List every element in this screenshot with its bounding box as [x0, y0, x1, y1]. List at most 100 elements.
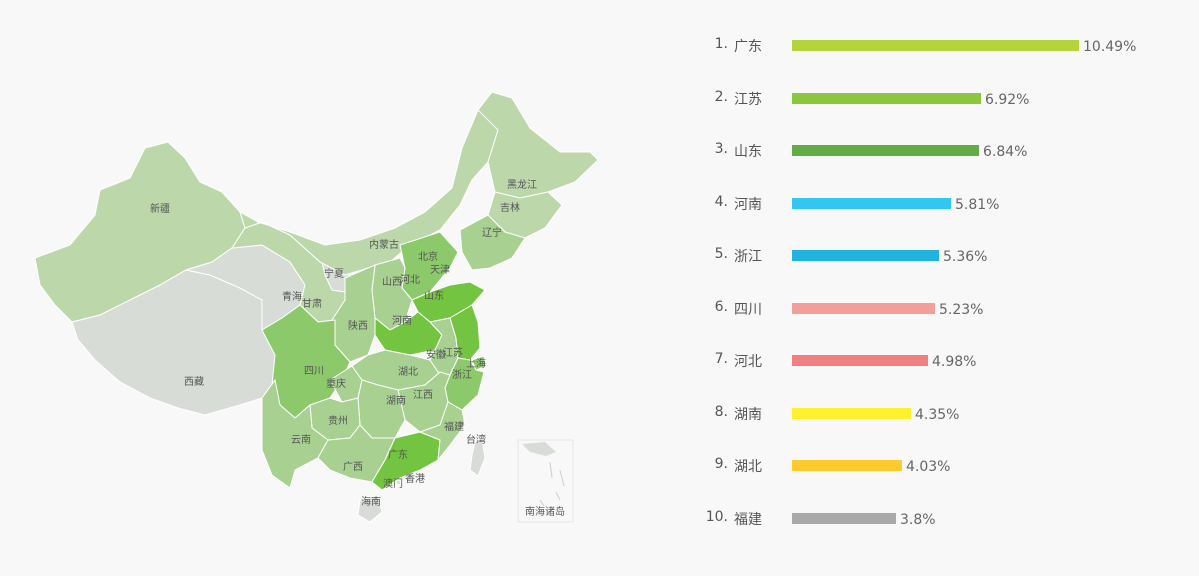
rank-number: 5. — [714, 246, 728, 262]
value-bar — [792, 512, 896, 524]
rank-number: 10. — [705, 508, 728, 525]
province-name: 河南 — [734, 196, 762, 213]
province-label: 四川 — [304, 366, 324, 377]
province-label: 黑龙江 — [507, 178, 537, 191]
province-辽宁[interactable] — [459, 214, 526, 271]
province-label: 安徽 — [426, 348, 446, 361]
rank-number: 7. — [714, 351, 728, 367]
province-label: 甘肃 — [302, 297, 322, 310]
rank-row: 9. 湖北 4.03% — [690, 453, 1190, 477]
province-台湾[interactable] — [469, 437, 486, 477]
inset-label: 南海诸岛 — [525, 505, 565, 518]
rank-row: 4. 河南 5.81% — [690, 191, 1190, 215]
province-label: 河南 — [392, 314, 412, 327]
value-label: 5.81% — [955, 196, 1000, 213]
province-澳门[interactable] — [395, 479, 402, 486]
rank-number: 3. — [714, 141, 728, 157]
rank-number: 8. — [714, 403, 728, 420]
province-label: 辽宁 — [482, 226, 502, 239]
province-label: 西藏 — [184, 376, 204, 388]
value-bar — [792, 145, 979, 156]
rank-row: 5. 浙江 5.36% — [690, 243, 1190, 267]
rank-row: 6. 四川 5.23% — [690, 296, 1190, 320]
province-label: 澳门 — [383, 477, 403, 490]
rank-number: 2. — [714, 88, 728, 105]
province-name: 湖南 — [734, 406, 762, 423]
value-label: 4.98% — [932, 354, 977, 370]
province-label: 宁夏 — [324, 267, 344, 280]
province-label: 海南 — [361, 495, 381, 508]
province-label: 湖南 — [386, 394, 406, 407]
province-label: 香港 — [405, 473, 425, 485]
value-bar — [792, 40, 1079, 51]
value-bar — [792, 302, 935, 314]
province-海南[interactable] — [357, 495, 383, 523]
value-label: 5.36% — [943, 249, 988, 265]
province-label: 上海 — [466, 357, 486, 370]
province-label: 台湾 — [466, 433, 486, 446]
province-ranking: 1. 广东 10.49% 2. 江苏 6.92% 3. 山东 6.84% 4. 河南 5.81% 5. 浙… — [690, 0, 1190, 576]
value-bar — [792, 92, 981, 104]
province-广东[interactable] — [371, 431, 441, 491]
value-label: 4.35% — [915, 406, 960, 423]
province-香港[interactable] — [404, 475, 413, 483]
province-name: 浙江 — [734, 249, 762, 265]
province-label: 重庆 — [326, 377, 346, 390]
province-label: 广西 — [343, 461, 363, 473]
province-label: 北京 — [418, 250, 438, 263]
rank-row: 8. 湖南 4.35% — [690, 401, 1190, 425]
province-上海[interactable] — [471, 355, 487, 371]
province-label: 广东 — [388, 448, 408, 461]
province-name: 广东 — [734, 39, 762, 55]
south-china-sea-inset: 南海诸岛 — [517, 439, 574, 523]
province-label: 江苏 — [443, 346, 463, 359]
rank-row: 7. 河北 4.98% — [690, 348, 1190, 372]
rank-number: 1. — [714, 36, 728, 52]
province-label: 吉林 — [500, 201, 520, 214]
province-label: 云南 — [291, 433, 311, 446]
province-label: 河北 — [400, 274, 420, 286]
province-江苏[interactable] — [449, 304, 481, 361]
value-bar — [792, 197, 951, 209]
province-label: 山东 — [424, 289, 444, 302]
province-label: 贵州 — [328, 414, 348, 427]
value-bar — [792, 407, 911, 419]
province-name: 江苏 — [734, 91, 762, 108]
province-name: 山东 — [734, 144, 762, 160]
rank-row: 3. 山东 6.84% — [690, 138, 1190, 162]
province-label: 新疆 — [150, 202, 170, 215]
province-label: 江西 — [413, 389, 433, 401]
china-map-panel: 新疆西藏 青海 甘肃 宁夏 内蒙古 黑龙江吉林辽宁北京 天津 河北 山西山东 河南 陕西四川 重庆 湖北… — [34, 91, 599, 523]
province-label: 内蒙古 — [369, 238, 399, 251]
value-label: 3.8% — [900, 511, 936, 528]
rank-row: 10. 福建 3.8% — [690, 506, 1190, 530]
value-label: 5.23% — [939, 301, 984, 318]
value-label: 6.92% — [985, 91, 1030, 108]
province-福建[interactable] — [418, 401, 466, 462]
province-label: 陕西 — [348, 319, 368, 332]
province-label: 山西 — [382, 276, 402, 288]
rank-number: 6. — [714, 298, 728, 315]
province-name: 福建 — [734, 511, 762, 528]
value-label: 4.03% — [906, 459, 951, 475]
province-label: 天津 — [430, 264, 450, 276]
rank-row: 1. 广东 10.49% — [690, 33, 1190, 57]
province-name: 湖北 — [734, 459, 762, 475]
province-label: 青海 — [282, 290, 302, 303]
rank-number: 4. — [714, 193, 728, 210]
value-bar — [792, 250, 939, 261]
province-label: 福建 — [444, 420, 464, 433]
value-bar — [792, 460, 902, 471]
rank-row: 2. 江苏 6.92% — [690, 86, 1190, 110]
province-name: 四川 — [734, 301, 762, 318]
value-label: 10.49% — [1083, 39, 1137, 55]
value-bar — [792, 355, 928, 366]
province-黑龙江[interactable] — [477, 91, 599, 199]
rank-number: 9. — [714, 456, 728, 472]
value-label: 6.84% — [983, 144, 1028, 160]
province-江西[interactable] — [397, 371, 451, 433]
province-label: 湖北 — [398, 366, 418, 378]
province-label: 浙江 — [452, 369, 472, 381]
province-name: 河北 — [734, 354, 762, 370]
